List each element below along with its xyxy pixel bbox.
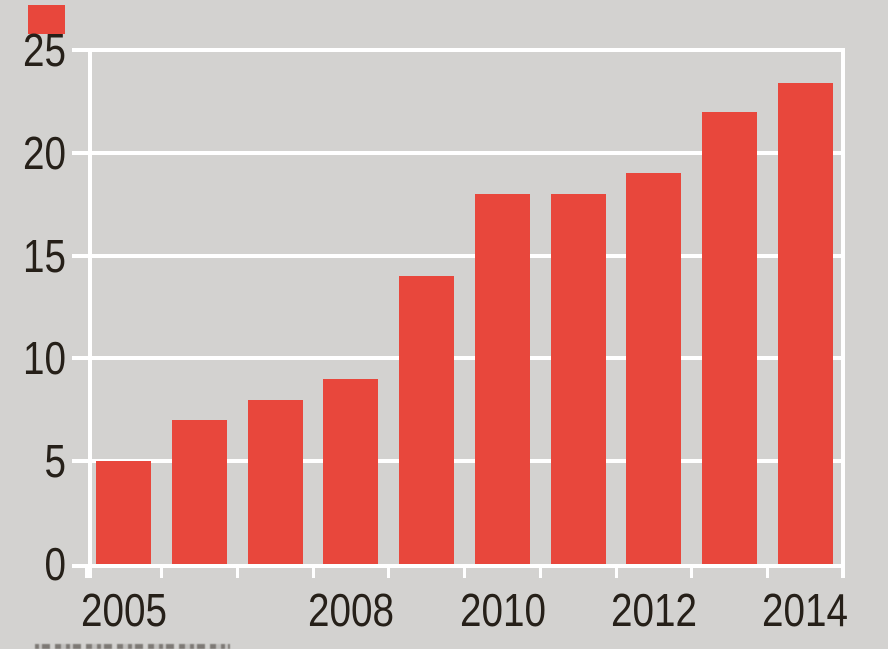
- y-tick-label-15: 15: [23, 229, 66, 282]
- bar-2009: [399, 276, 455, 564]
- x-tick-7: [614, 568, 618, 578]
- x-tick-0: [84, 568, 88, 578]
- cropped-caption-fragment: [35, 644, 230, 649]
- gridline-15: [72, 253, 845, 258]
- x-tick-4: [387, 568, 391, 578]
- gridline-25: [72, 48, 845, 52]
- bar-2008: [323, 378, 379, 564]
- bar-2013: [702, 111, 758, 564]
- plot-right-border: [841, 48, 845, 578]
- x-tick-label-2010: 2010: [459, 584, 546, 636]
- x-tick-label-2012: 2012: [610, 584, 697, 636]
- bar-2014: [777, 82, 833, 564]
- economist-red-tab: [28, 5, 65, 34]
- x-tick-3: [311, 568, 315, 578]
- y-tick-label-0: 0: [44, 538, 66, 590]
- y-axis-line: [88, 48, 92, 578]
- x-tick-10: [841, 568, 845, 578]
- x-tick-label-2014: 2014: [762, 584, 849, 636]
- gridline-5: [72, 459, 845, 464]
- x-tick-5: [463, 568, 467, 578]
- y-tick-label-10: 10: [23, 332, 66, 385]
- x-tick-2: [235, 568, 239, 578]
- x-tick-6: [538, 568, 542, 578]
- x-tick-label-2008: 2008: [308, 584, 395, 636]
- bar-2005: [96, 461, 152, 564]
- bar-2011: [550, 193, 606, 564]
- bar-2006: [172, 420, 228, 564]
- y-tick-label-25: 25: [23, 24, 66, 76]
- y-tick-label-20: 20: [23, 126, 66, 179]
- gridline-20: [72, 150, 845, 155]
- y-tick-label-5: 5: [44, 435, 66, 488]
- x-tick-8: [690, 568, 694, 578]
- bar-2012: [626, 173, 682, 564]
- x-tick-label-2005: 2005: [80, 584, 167, 636]
- bar-2007: [247, 399, 303, 564]
- bar-2010: [474, 193, 530, 564]
- x-tick-9: [766, 568, 770, 578]
- x-axis-baseline: [72, 564, 845, 568]
- x-tick-1: [160, 568, 164, 578]
- gridline-10: [72, 356, 845, 361]
